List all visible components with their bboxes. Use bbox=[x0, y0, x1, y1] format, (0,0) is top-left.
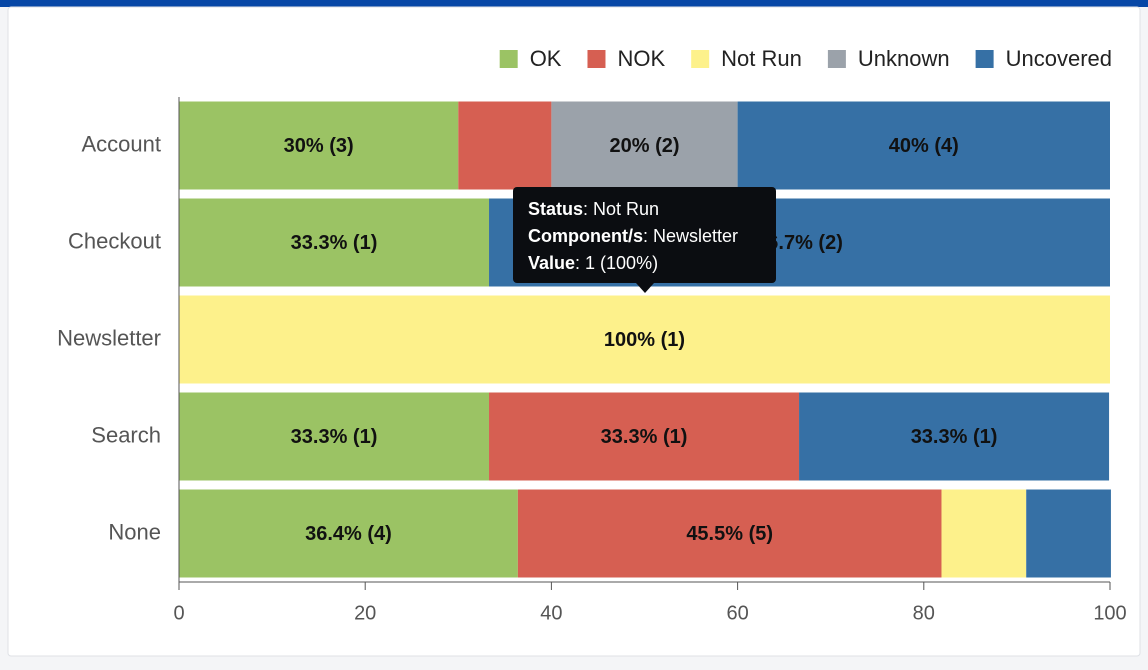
tooltip-line: Value: 1 (100%) bbox=[528, 253, 658, 273]
data-label: 40% (4) bbox=[889, 135, 959, 157]
legend-item[interactable]: Uncovered bbox=[975, 46, 1112, 71]
bar-segment bbox=[458, 101, 552, 190]
legend-swatch bbox=[975, 50, 994, 68]
legend-label: NOK bbox=[617, 46, 665, 71]
legend-item[interactable]: Unknown bbox=[827, 46, 950, 71]
data-label: 33.3% (1) bbox=[911, 426, 998, 448]
data-label: 20% (2) bbox=[609, 135, 679, 157]
tooltip-value: : Not Run bbox=[583, 199, 659, 219]
data-label: 66.7% (2) bbox=[756, 232, 843, 254]
legend-label: Unknown bbox=[858, 46, 950, 71]
x-tick-label: 60 bbox=[726, 602, 748, 624]
y-tick-label: Search bbox=[91, 422, 161, 447]
tooltip-key: Value bbox=[528, 253, 575, 273]
y-tick-label: Newsletter bbox=[57, 325, 161, 350]
x-tick-label: 80 bbox=[913, 602, 935, 624]
x-tick-label: 100 bbox=[1093, 602, 1126, 624]
bar-segment bbox=[1026, 489, 1111, 578]
legend-item[interactable]: OK bbox=[499, 46, 562, 71]
legend-item[interactable]: NOK bbox=[587, 46, 665, 71]
legend-label: Uncovered bbox=[1006, 46, 1112, 71]
data-label: 30% (3) bbox=[284, 135, 354, 157]
bar-segment bbox=[737, 101, 1110, 190]
bar-segment bbox=[179, 295, 1110, 384]
tooltip-box bbox=[513, 187, 776, 283]
legend-swatch bbox=[827, 50, 846, 68]
bar-segment bbox=[489, 392, 800, 481]
bar-segment bbox=[551, 101, 738, 190]
legend-label: OK bbox=[530, 46, 562, 71]
data-label: 36.4% (4) bbox=[305, 523, 392, 545]
x-tick-label: 40 bbox=[540, 602, 562, 624]
data-label: 100% (1) bbox=[604, 329, 685, 351]
legend-swatch bbox=[587, 50, 606, 68]
x-tick-label: 20 bbox=[354, 602, 376, 624]
bar-segment bbox=[941, 489, 1027, 578]
legend-item[interactable]: Not Run bbox=[691, 46, 802, 71]
bar-segment bbox=[179, 101, 459, 190]
tooltip: Status: Not Run Component/s: Newsletter Va… bbox=[513, 187, 776, 293]
data-label: 33.3% (1) bbox=[291, 426, 378, 448]
top-bar bbox=[0, 0, 1148, 7]
tooltip-line: Status: Not Run bbox=[528, 199, 659, 219]
bar-segment bbox=[799, 392, 1110, 481]
data-label: 33.3% (1) bbox=[291, 232, 378, 254]
x-tick-label: 0 bbox=[173, 602, 184, 624]
y-tick-label: Checkout bbox=[68, 228, 161, 253]
tooltip-arrow bbox=[636, 283, 654, 293]
data-label: 45.5% (5) bbox=[686, 523, 773, 545]
tooltip-value: : 1 (100%) bbox=[575, 253, 658, 273]
tooltip-value: : Newsletter bbox=[643, 226, 738, 246]
bar-segment bbox=[179, 198, 490, 287]
data-label: 33.3% (1) bbox=[601, 426, 688, 448]
legend-label: Not Run bbox=[721, 46, 802, 71]
plot: Account 30% (3) 20% (2) 40% (4) Checkout 33.3… bbox=[57, 46, 1127, 624]
y-tick-label: Account bbox=[82, 131, 162, 156]
tooltip-key: Component/s bbox=[528, 226, 643, 246]
bar-segment bbox=[179, 392, 490, 481]
legend-swatch bbox=[691, 50, 710, 68]
bar-segment bbox=[179, 489, 518, 578]
tooltip-key: Status bbox=[528, 199, 583, 219]
tooltip-line: Component/s: Newsletter bbox=[528, 226, 738, 246]
bar-segment bbox=[517, 489, 942, 578]
y-tick-label: None bbox=[108, 519, 161, 544]
legend-swatch bbox=[499, 50, 518, 68]
